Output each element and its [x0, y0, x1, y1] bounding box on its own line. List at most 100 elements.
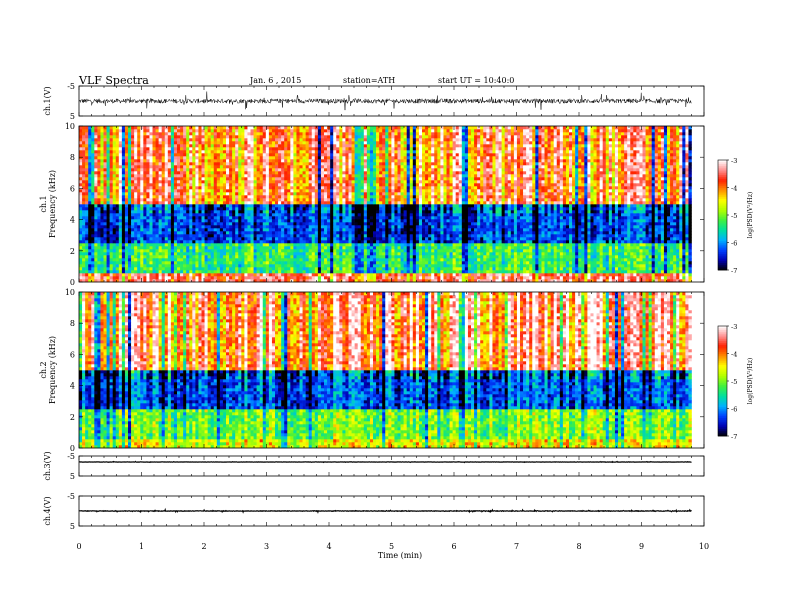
spectrogram-cell: [474, 276, 478, 280]
spectrogram-cell: [149, 252, 153, 256]
spectrogram-cell: [268, 234, 273, 238]
spectrogram-cell: [357, 234, 362, 238]
spectrogram-cell: [452, 261, 456, 265]
spectrogram-cell: [106, 213, 110, 217]
spectrogram-cell: [109, 270, 113, 274]
spectrogram-cell: [219, 270, 224, 274]
spectrogram-cell: [523, 228, 527, 232]
spectrogram-cell: [608, 258, 613, 262]
spectrogram-cell: [673, 279, 677, 283]
spectrogram-cell: [216, 216, 221, 220]
spectrogram-cell: [642, 261, 646, 265]
spectrogram-cell: [422, 231, 426, 235]
spectrogram-cell: [314, 243, 319, 247]
spectrogram-cell: [550, 240, 554, 244]
spectrogram-cell: [112, 276, 117, 280]
spectrogram-cell: [685, 246, 689, 250]
spectrogram-cell: [180, 225, 184, 229]
spectrogram-cell: [477, 258, 481, 262]
spectrogram-cell: [106, 225, 110, 229]
spectrogram-cell: [565, 225, 570, 229]
spectrogram-cell: [195, 210, 199, 214]
spectrogram-cell: [262, 252, 267, 256]
spectrogram-cell: [232, 252, 236, 256]
spectrogram-cell: [183, 210, 187, 214]
spectrogram-cell: [268, 237, 273, 241]
spectrogram-cell: [510, 255, 515, 259]
spectrogram-cell: [366, 234, 371, 238]
spectrogram-cell: [431, 210, 435, 214]
spectrogram-cell: [265, 225, 270, 229]
spectrogram-cell: [474, 222, 478, 226]
spectrogram-cell: [143, 240, 147, 244]
spectrogram-cell: [520, 273, 524, 277]
spectrogram-cell: [106, 252, 110, 256]
spectrogram-cell: [636, 261, 640, 265]
spectrogram-cell: [296, 213, 300, 217]
spectrogram-cell: [345, 219, 349, 223]
spectrogram-cell: [520, 219, 524, 223]
spectrogram-cell: [648, 222, 652, 226]
spectrogram-cell: [614, 258, 619, 262]
spectrogram-cell: [207, 279, 211, 283]
spectrogram-cell: [134, 237, 138, 241]
spectrogram-cell: [131, 234, 135, 238]
spectrogram-cell: [513, 216, 518, 220]
spectrogram-cell: [183, 246, 187, 250]
spectrogram-cell: [605, 210, 610, 214]
spectrogram-cell: [155, 222, 159, 226]
spectrogram-cell: [501, 234, 505, 238]
spectrogram-cell: [670, 219, 674, 223]
spectrogram-cell: [333, 228, 337, 232]
spectrogram-cell: [207, 249, 211, 253]
spectrogram-cell: [483, 243, 487, 247]
spectrogram-cell: [247, 255, 251, 259]
spectrogram-cell: [565, 246, 570, 250]
spectrogram-cell: [379, 240, 383, 244]
spectrogram-cell: [311, 210, 316, 214]
spectrogram-cell: [222, 261, 227, 265]
spectrogram-cell: [360, 246, 365, 250]
spectrogram-cell: [238, 246, 242, 250]
spectrogram-cell: [97, 243, 101, 247]
spectrogram-cell: [106, 267, 110, 271]
spectrogram-cell: [140, 228, 144, 232]
spectrogram-cell: [320, 258, 325, 262]
spectrogram-cell: [382, 210, 386, 214]
spectrogram-cell: [489, 225, 493, 229]
spectrogram-cell: [382, 213, 386, 217]
spectrogram-cell: [642, 219, 646, 223]
spectrogram-cell: [630, 279, 634, 283]
spectrogram-cell: [587, 225, 591, 229]
spectrogram-cell: [308, 207, 313, 211]
spectrogram-cell: [103, 231, 107, 235]
spectrogram-cell: [216, 249, 221, 253]
spectrogram-cell: [621, 264, 625, 268]
spectrogram-cell: [207, 207, 211, 211]
spectrogram-cell: [250, 264, 254, 268]
spectrogram-cell: [510, 258, 515, 262]
spectrogram-cell: [584, 210, 588, 214]
spectrogram-cell: [385, 216, 389, 220]
spectrogram-cell: [636, 249, 640, 253]
spectrogram-cell: [373, 273, 377, 277]
spectrogram-cell: [667, 276, 671, 280]
spectrogram-cell: [397, 216, 401, 220]
spectrogram-cell: [219, 267, 224, 271]
spectrogram-cell: [207, 216, 211, 220]
spectrogram-cell: [461, 267, 466, 271]
spectrogram-cell: [489, 252, 493, 256]
spectrogram-cell: [382, 216, 386, 220]
spectrogram-cell: [455, 255, 460, 259]
spectrogram-cell: [262, 267, 267, 271]
spectrogram-cell: [271, 273, 276, 277]
spectrogram-cell: [366, 270, 371, 274]
spectrogram-cell: [593, 270, 597, 274]
spectrogram-cell: [667, 240, 671, 244]
spectrogram-cell: [82, 225, 86, 229]
spectrogram-cell: [192, 264, 196, 268]
spectrogram-cell: [498, 243, 502, 247]
spectrogram-cell: [351, 216, 355, 220]
spectrogram-cell: [275, 234, 279, 238]
spectrogram-cell: [489, 270, 493, 274]
